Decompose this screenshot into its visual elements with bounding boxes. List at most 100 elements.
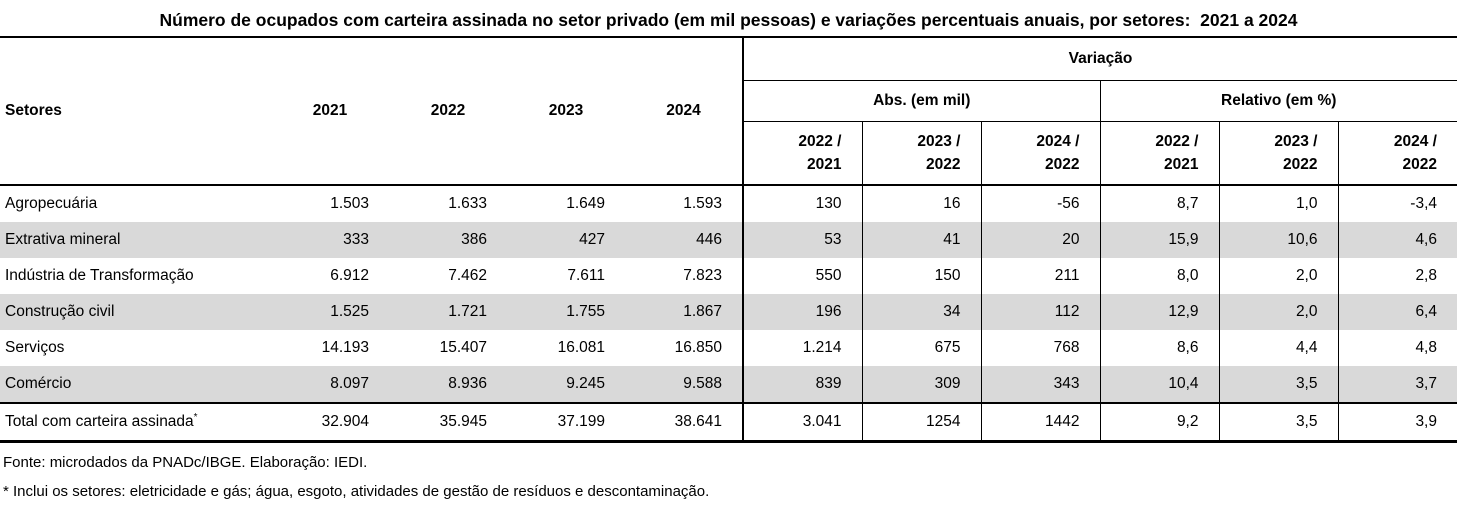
col-header-2023: 2023 (507, 37, 625, 186)
footnote-asterisk: * (193, 411, 198, 423)
value-cell: 16.081 (557, 339, 605, 356)
table-row: Construção civil 1.525 1.721 1.755 1.867 196 3… (0, 294, 1457, 330)
col-header-rel-2023-2022: 2023 / 2022 (1218, 121, 1338, 186)
value-cell: 3,5 (1218, 366, 1338, 403)
total-value-cell: 3,9 (1337, 402, 1457, 442)
col-header-2024: 2024 (625, 37, 743, 186)
sector-name-cell: Extrativa mineral (0, 222, 271, 258)
total-value-cell: 9,2 (1099, 402, 1219, 442)
value-cell: 8,0 (1099, 258, 1219, 294)
total-value-cell: 37.199 (507, 402, 625, 442)
col-header-abs-2024-2022: 2024 / 2022 (980, 121, 1100, 186)
value-cell: 6,4 (1337, 294, 1457, 330)
value-cell: 1.633 (448, 195, 487, 212)
value-cell: 8,6 (1099, 330, 1219, 366)
header-row-groups: Abs. (em mil) Relativo (em %) (0, 80, 1457, 122)
value-cell: 2,0 (1218, 294, 1338, 330)
value-cell: 9.588 (625, 366, 743, 403)
total-value-cell: 32.904 (271, 402, 389, 442)
value-cell: 4,8 (1337, 330, 1457, 366)
value-cell: 15,9 (1099, 222, 1219, 258)
col-header-rel-2022-2021: 2022 / 2021 (1099, 121, 1219, 186)
value-cell: 839 (742, 366, 862, 403)
col-header-abs: Abs. (em mil) (742, 80, 1100, 122)
table-row: Serviços 14.193 15.407 16.081 16.850 1.214 675… (0, 330, 1457, 366)
value-cell: 211 (980, 258, 1100, 294)
value-cell: 343 (980, 366, 1100, 403)
sector-name-cell: Serviços (5, 339, 65, 356)
value-cell: 12,9 (1099, 294, 1219, 330)
value-cell: 550 (742, 258, 862, 294)
value-cell: 7.462 (448, 267, 487, 284)
table-row: Agropecuária 1.503 1.633 1.649 1.593 130 16 -56… (0, 185, 1457, 222)
value-cell: 768 (980, 330, 1100, 366)
value-cell: 309 (861, 366, 981, 403)
value-cell: 10,4 (1099, 366, 1219, 403)
value-cell: 14.193 (321, 339, 369, 356)
value-cell: 427 (507, 222, 625, 258)
table-row: Extrativa mineral 333 386 427 446 53 41 20 15,9 1… (0, 222, 1457, 258)
total-value-cell: 38.641 (625, 402, 743, 442)
value-cell: 9.245 (507, 366, 625, 403)
value-cell: 446 (625, 222, 743, 258)
table-total-row: Total com carteira assinada* 32.904 35.945… (0, 402, 1457, 442)
period-line2: 2022 (1402, 156, 1437, 173)
col-header-rel-2024-2022: 2024 / 2022 (1337, 121, 1457, 186)
period-line2: 2021 (1164, 156, 1199, 173)
period-line1: 2022 / (798, 132, 842, 150)
sector-name-cell: Indústria de Transformação (5, 267, 194, 284)
value-cell: 130 (742, 185, 862, 222)
value-cell: 112 (980, 294, 1100, 330)
header-row-periods: 2022 /2021 2023 /2022 2024 /2022 2022 /2… (0, 121, 1457, 186)
value-cell: 20 (980, 222, 1100, 258)
value-cell: 16 (861, 185, 981, 222)
value-cell: 8,7 (1099, 185, 1219, 222)
value-cell: 10,6 (1218, 222, 1338, 258)
sector-name-cell: Comércio (0, 366, 271, 403)
value-cell: 6.912 (330, 267, 369, 284)
value-cell: 1.755 (507, 294, 625, 330)
value-cell: -3,4 (1337, 185, 1457, 222)
value-cell: 386 (389, 222, 507, 258)
total-value-cell: 3.041 (742, 402, 862, 442)
table-row: Indústria de Transformação 6.912 7.462 7.61… (0, 258, 1457, 294)
value-cell: 7.823 (683, 267, 722, 284)
table-title: Número de ocupados com carteira assinada… (159, 10, 1298, 30)
header-row-variacao: Setores 2021 2022 2023 2024 Variação (0, 37, 1457, 186)
col-header-abs-2022-2021: 2022 / 2021 (742, 121, 862, 186)
value-cell: 16.850 (674, 339, 722, 356)
value-cell: 1.503 (330, 195, 369, 212)
sector-name-cell: Agropecuária (5, 195, 98, 212)
period-line1: 2023 / (917, 132, 961, 150)
value-cell: 3,7 (1337, 366, 1457, 403)
total-value-cell: 1254 (861, 402, 981, 442)
value-cell: 41 (861, 222, 981, 258)
value-cell: 53 (742, 222, 862, 258)
value-cell: 15.407 (439, 339, 487, 356)
value-cell: -56 (980, 185, 1100, 222)
value-cell: 4,6 (1337, 222, 1457, 258)
col-header-2022: 2022 (389, 37, 507, 186)
total-label: Total com carteira assinada (5, 413, 194, 430)
period-line1: 2023 / (1274, 132, 1318, 150)
data-table: Setores 2021 2022 2023 2024 Variação Abs… (0, 36, 1457, 443)
col-header-setores: Setores (0, 37, 271, 186)
period-line2: 2022 (926, 156, 961, 173)
col-header-abs-2023-2022: 2023 / 2022 (861, 121, 981, 186)
period-line1: 2024 / (1393, 132, 1437, 150)
value-cell: 34 (861, 294, 981, 330)
sector-name-cell: Construção civil (0, 294, 271, 330)
col-header-2021: 2021 (271, 37, 389, 186)
footnote: * Inclui os setores: eletricidade e gás;… (3, 483, 710, 500)
value-cell: 1.867 (625, 294, 743, 330)
value-cell: 2,0 (1218, 258, 1338, 294)
period-line1: 2024 / (1036, 132, 1080, 150)
col-header-relativo: Relativo (em %) (1099, 80, 1457, 122)
value-cell: 4,4 (1218, 330, 1338, 366)
total-value-cell: 35.945 (389, 402, 507, 442)
table-row: Comércio 8.097 8.936 9.245 9.588 839 309 343 10,… (0, 366, 1457, 403)
col-header-variacao: Variação (742, 37, 1457, 81)
value-cell: 333 (271, 222, 389, 258)
period-line2: 2022 (1283, 156, 1318, 173)
